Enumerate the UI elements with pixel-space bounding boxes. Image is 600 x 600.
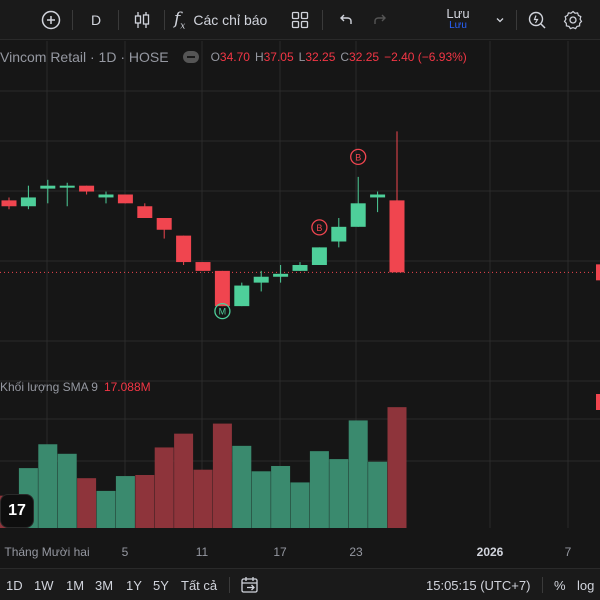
candle-body — [389, 200, 405, 273]
layout-grid-icon[interactable] — [286, 0, 314, 40]
volume-sma-value: 17.088M — [103, 380, 151, 394]
volume-bar — [174, 433, 194, 528]
go-to-date-icon[interactable] — [240, 569, 260, 600]
volume-bar — [96, 490, 116, 528]
log-toggle[interactable]: log — [577, 577, 595, 593]
low-value: L32.25 — [298, 50, 336, 64]
x-tick: 7 — [564, 545, 572, 559]
function-icon: fx — [174, 8, 186, 32]
candle-body — [331, 226, 347, 242]
candle-body — [176, 235, 192, 263]
volume-bar — [290, 482, 310, 528]
symbol-title[interactable]: Vincom Retail · 1D · HOSE — [0, 49, 169, 65]
chart-legend: Vincom Retail · 1D · HOSE O34.70 H37.05 … — [0, 48, 467, 66]
candle-body — [370, 194, 386, 198]
volume-bar — [38, 444, 58, 528]
volume-bar — [154, 447, 174, 528]
close-value: C32.25 — [340, 50, 380, 64]
candle-body — [195, 262, 211, 271]
time-axis[interactable]: Tháng Mười hai 5 11 17 23 2026 7 — [0, 541, 600, 563]
volume-bar — [387, 407, 407, 528]
signal-marker-b — [350, 148, 367, 166]
x-tick: 23 — [349, 545, 363, 559]
volume-bar — [212, 423, 232, 528]
save-button[interactable]: Lưu Lưu — [438, 0, 478, 40]
x-tick-year: 2026 — [476, 545, 504, 559]
volume-bar — [309, 451, 329, 528]
candle-body — [59, 185, 75, 188]
x-tick: 5 — [121, 545, 129, 559]
volume-bar — [135, 475, 155, 528]
volume-axis-marker — [596, 394, 600, 410]
candle-body — [273, 273, 289, 277]
tradingview-logo[interactable]: 17 — [0, 494, 34, 528]
signal-marker-m — [214, 302, 231, 320]
volume-legend[interactable]: Khối lượng SMA 9 17.088M — [0, 380, 151, 394]
candle-body — [311, 247, 327, 265]
x-tick: Tháng Mười hai — [4, 545, 90, 559]
candle-body — [98, 194, 114, 198]
candle-body — [234, 285, 250, 307]
top-toolbar: D fx Các chỉ báo Lưu Lưu — [0, 0, 600, 40]
volume-bar — [193, 469, 213, 528]
volume-label: Khối lượng SMA 9 — [0, 380, 98, 394]
quick-search-icon[interactable] — [524, 0, 550, 40]
hide-series-icon[interactable] — [182, 51, 199, 63]
range-5y[interactable]: 5Y — [153, 577, 169, 593]
candle-body — [350, 203, 366, 227]
time-zone[interactable]: 15:05:15 (UTC+7) — [426, 577, 531, 593]
chart-canvas[interactable]: M B B — [0, 41, 600, 568]
signal-marker-b — [311, 219, 328, 236]
candle-body — [40, 185, 56, 189]
candle-body — [79, 185, 95, 192]
percent-toggle[interactable]: % — [554, 577, 566, 593]
x-tick: 11 — [195, 545, 209, 559]
add-symbol-icon[interactable] — [36, 0, 66, 40]
range-1w[interactable]: 1W — [34, 577, 54, 593]
high-value: H37.05 — [254, 50, 294, 64]
indicators-button[interactable]: fx Các chỉ báo — [174, 0, 280, 40]
last-price-marker — [596, 264, 600, 281]
chevron-down-icon[interactable] — [490, 0, 510, 40]
change-value: −2.40 (−6.93%) — [384, 50, 467, 64]
indicators-label: Các chỉ báo — [193, 12, 268, 28]
volume-bar — [77, 478, 97, 528]
volume-bar — [115, 476, 135, 528]
interval-button[interactable]: D — [90, 12, 102, 28]
range-1m[interactable]: 1M — [66, 577, 85, 593]
candle-body — [20, 197, 36, 207]
price-chart[interactable]: M B B — [0, 41, 600, 568]
candle-body — [1, 200, 17, 207]
volume-bar — [232, 445, 252, 528]
candle-body — [156, 218, 172, 230]
undo-icon[interactable] — [332, 0, 360, 40]
signal-marker-label: B — [355, 152, 361, 162]
gear-icon[interactable] — [560, 0, 586, 40]
range-1d[interactable]: 1D — [6, 577, 23, 593]
candle-body — [117, 194, 133, 204]
redo-icon[interactable] — [366, 0, 394, 40]
signal-marker-label: B — [316, 223, 322, 233]
bottom-toolbar: 1D 1W 1M 3M 1Y 5Y Tất cả 15:05:15 (UTC+7… — [0, 568, 600, 600]
candle-body — [214, 270, 230, 307]
volume-bar — [368, 461, 388, 528]
save-sublabel: Lưu — [449, 20, 467, 31]
x-tick: 17 — [273, 545, 287, 559]
chart-type-icon[interactable] — [128, 0, 156, 40]
volume-bar — [57, 453, 77, 528]
range-all[interactable]: Tất cả — [181, 577, 218, 593]
volume-bar — [348, 420, 368, 528]
volume-bar — [329, 459, 349, 528]
signal-marker-label: M — [219, 307, 227, 317]
open-value: O34.70 — [210, 50, 250, 64]
candle-body — [253, 276, 269, 283]
volume-bar — [251, 471, 271, 528]
range-3m[interactable]: 3M — [95, 577, 114, 593]
save-label: Lưu — [446, 6, 470, 21]
candle-body — [137, 206, 153, 218]
volume-bar — [271, 465, 291, 528]
candle-body — [292, 265, 308, 271]
range-1y[interactable]: 1Y — [126, 577, 142, 593]
